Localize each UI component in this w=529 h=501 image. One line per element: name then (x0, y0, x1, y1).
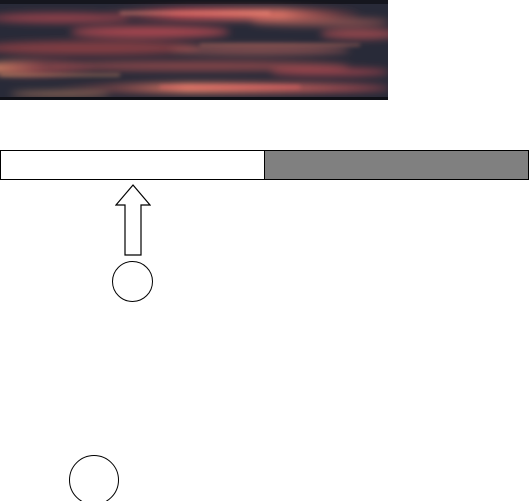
toggle-bar (0, 150, 529, 180)
banner-image (0, 0, 388, 100)
circle-target-1[interactable] (112, 261, 153, 302)
circle-target-2[interactable] (69, 455, 119, 501)
toggle-left-segment[interactable] (1, 151, 264, 179)
up-arrow-icon (115, 184, 151, 256)
streaks-graphic (0, 0, 388, 100)
toggle-right-segment[interactable] (264, 151, 528, 179)
